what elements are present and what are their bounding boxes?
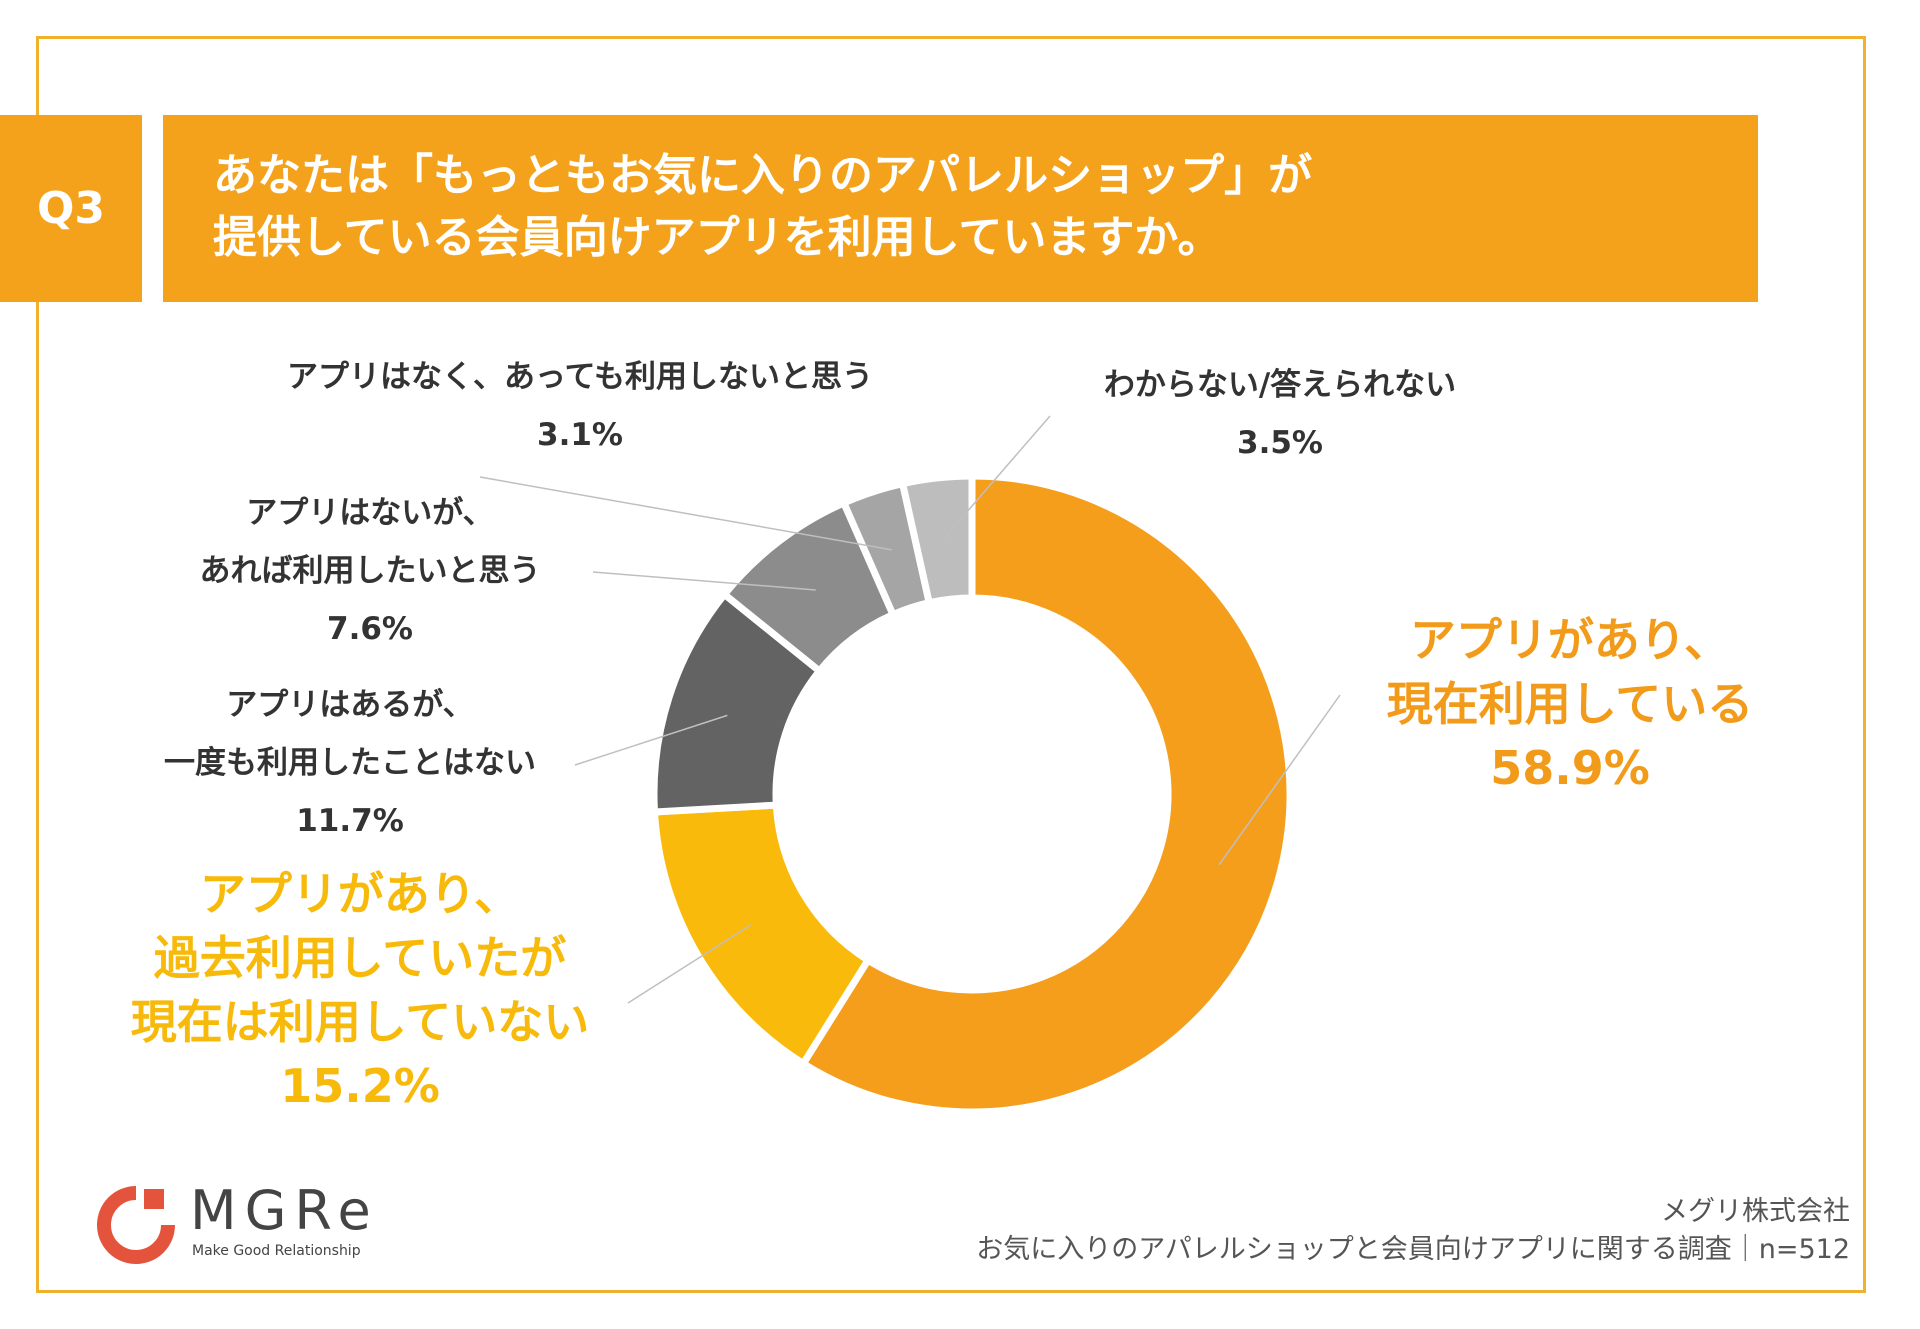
mgre-logo-mark-icon: [97, 1186, 175, 1264]
source-company: メグリ株式会社: [1661, 1196, 1850, 1227]
survey-source: メグリ株式会社 お気に入りのアパレルショップと会員向けアプリに関する調査｜n=5…: [976, 1193, 1850, 1269]
label-slice-would-not-use-value: 3.1%: [537, 417, 623, 453]
question-line-2: 提供している会員向けアプリを利用していますか。: [213, 212, 1222, 263]
mgre-logo-text: MGRe: [190, 1179, 379, 1242]
question-badge: Q3: [0, 115, 142, 302]
slice-unknown: [898, 472, 976, 607]
label-slice-unknown: わからない/答えられない 3.5%: [1040, 356, 1520, 472]
label-slice-current-use-line-2: 現在利用している: [1386, 677, 1754, 731]
label-slice-would-not-use-line-1: アプリはなく、あっても利用しないと思う: [287, 359, 873, 395]
leader-line-slice-would-not-use: [479, 476, 892, 551]
mgre-logo: MGRe Make Good Relationship: [96, 1179, 396, 1265]
label-slice-unknown-line-1: わからない/答えられない: [1103, 367, 1457, 403]
label-slice-past-use: アプリがあり、 過去利用していたが 現在は利用していない 15.2%: [100, 862, 620, 1118]
slide-frame: [36, 36, 1866, 1293]
label-slice-past-use-line-2: 過去利用していたが: [153, 931, 567, 985]
label-slice-never-used-line-2: 一度も利用したことはない: [164, 745, 536, 781]
label-slice-never-used-line-1: アプリはあるが、: [226, 687, 474, 723]
mgre-logo-tagline: Make Good Relationship: [192, 1243, 361, 1259]
label-slice-never-used-value: 11.7%: [296, 803, 404, 839]
source-survey: お気に入りのアパレルショップと会員向けアプリに関する調査｜n=512: [976, 1234, 1850, 1265]
label-slice-would-use-value: 7.6%: [327, 611, 413, 647]
leader-line-slice-never-used: [574, 714, 728, 766]
leader-line-slice-current-use: [1218, 694, 1341, 866]
label-slice-unknown-value: 3.5%: [1237, 425, 1323, 461]
label-slice-current-use: アプリがあり、 現在利用している 58.9%: [1375, 608, 1765, 800]
label-slice-current-use-value: 58.9%: [1490, 741, 1650, 795]
question-banner: あなたは「もっともお気に入りのアパレルショップ」が 提供している会員向けアプリを…: [163, 115, 1758, 302]
leader-line-slice-would-use: [592, 571, 816, 591]
label-slice-would-use-line-1: アプリはないが、: [246, 495, 494, 531]
label-slice-never-used: アプリはあるが、 一度も利用したことはない 11.7%: [130, 676, 570, 850]
leader-line-slice-past-use: [627, 924, 752, 1004]
question-line-1: あなたは「もっともお気に入りのアパレルショップ」が: [213, 150, 1313, 201]
label-slice-would-use-line-2: あれば利用したいと思う: [199, 553, 541, 589]
label-slice-past-use-line-1: アプリがあり、: [199, 867, 521, 921]
label-slice-would-not-use: アプリはなく、あっても利用しないと思う 3.1%: [230, 348, 930, 464]
slice-current-use: [798, 472, 1294, 1116]
label-slice-past-use-line-3: 現在は利用していない: [130, 995, 590, 1049]
label-slice-would-use: アプリはないが、 あれば利用したいと思う 7.6%: [160, 484, 580, 658]
leader-line-slice-unknown: [943, 415, 1051, 540]
label-slice-past-use-value: 15.2%: [280, 1059, 440, 1113]
label-slice-current-use-line-1: アプリがあり、: [1409, 613, 1731, 667]
